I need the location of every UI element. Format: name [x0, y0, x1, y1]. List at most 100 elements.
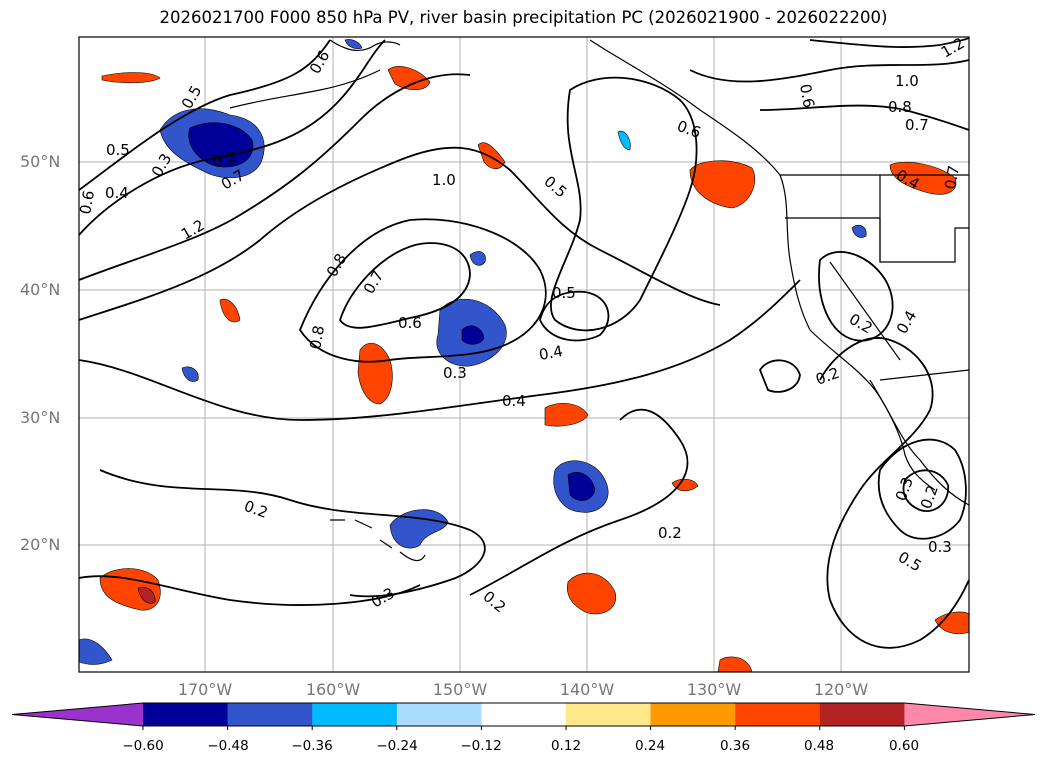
contour-label: 0.8 [306, 324, 328, 351]
negative-anomaly-small-2 [181, 366, 199, 382]
contour-line [819, 337, 970, 649]
contour-label: 0.4 [538, 342, 565, 364]
pv-contours [78, 37, 970, 649]
contour-line [339, 242, 471, 329]
contour-line [99, 469, 486, 598]
contour-label: 0.5 [106, 141, 130, 159]
map-title: 2026021700 F000 850 hPa PV, river basin … [159, 8, 888, 27]
contour-line [78, 575, 421, 606]
colorbar [11, 702, 1036, 730]
colorbar-segment [227, 703, 313, 726]
lat-label-50n: 50°N [20, 152, 61, 171]
positive-anomaly-small-2 [671, 478, 699, 492]
contour-label: 0.3 [928, 538, 952, 556]
positive-anomaly-small-1 [219, 298, 241, 323]
positive-anomaly-subtropic-1 [544, 402, 589, 427]
lon-label-130w: 130°W [686, 680, 742, 699]
colorbar-extend-high [904, 703, 1035, 726]
contour-label: 0.5 [552, 284, 576, 302]
positive-anomaly-subtropic-2 [567, 572, 617, 615]
colorbar-segment [143, 703, 229, 726]
contour-label: 0.6 [796, 83, 818, 110]
contour-line [689, 59, 970, 83]
negative-anomaly-small-3 [617, 130, 631, 151]
contour-line [298, 218, 547, 363]
coastlines [229, 39, 970, 562]
contour-label: 0.6 [398, 314, 422, 332]
lat-label-40n: 40°N [20, 280, 61, 299]
colorbar-segment [735, 703, 821, 726]
negative-anomaly-subtropic-core [567, 471, 596, 501]
contour-label: 1.0 [432, 171, 456, 189]
lat-label-30n: 30°N [20, 408, 61, 427]
colorbar-segment [481, 703, 567, 726]
lon-label-140w: 140°W [559, 680, 615, 699]
contour-line [78, 39, 331, 191]
negative-anomaly-small-5 [344, 39, 363, 50]
positive-anomaly-northeast [889, 162, 957, 195]
precip-anomalies [78, 39, 970, 673]
colorbar-tick-label: −0.48 [207, 738, 249, 754]
lon-label-170w: 170°W [177, 680, 233, 699]
colorbar-segment [396, 703, 482, 726]
positive-anomaly-central [357, 342, 393, 405]
colorbar-tick-label: 0.12 [550, 738, 582, 754]
contour-line [469, 408, 689, 596]
lat-label-20n: 20°N [20, 535, 61, 554]
hawaii-islands [330, 519, 426, 562]
colorbar-tick-label: −0.24 [376, 738, 418, 754]
negative-anomaly-southwest [78, 638, 113, 665]
contour-line [78, 146, 721, 321]
colorbar-segment [312, 703, 398, 726]
contour-label: 0.3 [443, 364, 467, 382]
contour-label: 0.2 [658, 524, 682, 542]
contour-line [78, 39, 386, 236]
contour-line [759, 104, 970, 131]
contour-label: 0.4 [105, 184, 129, 202]
state-border-1 [785, 217, 969, 263]
contour-label: 0.4 [502, 392, 526, 410]
contour-label: 0.7 [905, 116, 929, 134]
positive-anomaly-coast [689, 160, 756, 209]
negative-anomaly-central-core [461, 325, 485, 345]
state-border-3 [829, 261, 901, 361]
positive-anomaly-tropic-west-core [137, 587, 156, 604]
lon-label-160w: 160°W [305, 680, 361, 699]
negative-anomaly-small-1 [469, 251, 486, 266]
contour-line [539, 290, 610, 342]
contour-line [809, 37, 970, 48]
contour-line [78, 73, 471, 281]
contour-line [758, 359, 801, 393]
aleutian-islands [229, 69, 381, 109]
colorbar-tick-label: −0.12 [460, 738, 502, 754]
colorbar-segment [819, 703, 905, 726]
north-america-coast [589, 39, 970, 506]
colorbar-tick-label: −0.36 [291, 738, 333, 754]
positive-anomaly-north [101, 72, 161, 84]
colorbar-tick-label: 0.36 [719, 738, 751, 754]
colorbar-tick-label: 0.24 [634, 738, 666, 754]
map-frame [78, 36, 970, 673]
mexico-border [879, 369, 970, 381]
contour-line [549, 76, 698, 332]
colorbar-tick-label: −0.60 [122, 738, 164, 754]
lon-label-150w: 150°W [432, 680, 488, 699]
alaska-coast [329, 39, 401, 52]
colorbar-segment [566, 703, 652, 726]
lon-label-120w: 120°W [813, 680, 869, 699]
contour-label: 0.6 [76, 189, 98, 216]
contour-label: 0.7 [941, 164, 963, 191]
colorbar-segment [650, 703, 736, 726]
contour-line [78, 279, 801, 421]
baja-coast [869, 379, 936, 491]
negative-anomaly-hawaii [389, 509, 449, 549]
colorbar-tick-label: 0.48 [803, 738, 835, 754]
contour-label: 1.0 [895, 72, 919, 90]
colorbar-tick-label: 0.60 [888, 738, 920, 754]
negative-anomaly-small-4 [851, 224, 867, 238]
colorbar-extend-low [12, 703, 143, 726]
contour-label: 0.8 [888, 98, 912, 116]
contour-line [818, 251, 894, 342]
negative-anomaly-aleutian-core [188, 122, 254, 168]
